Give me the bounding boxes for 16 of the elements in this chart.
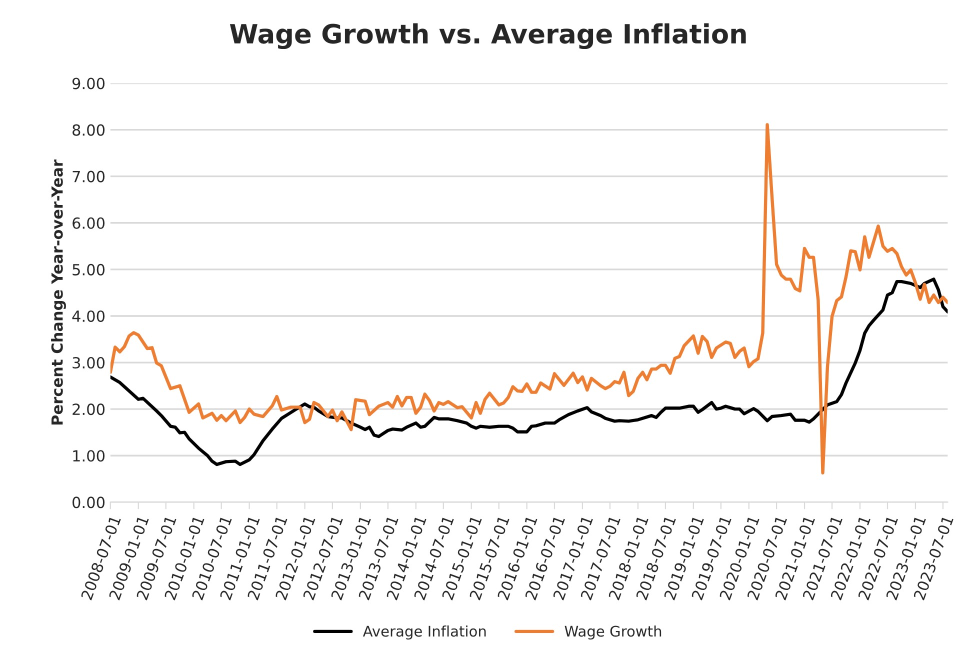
- line-series: [110, 123, 948, 474]
- y-tick-label: 7.00: [72, 170, 105, 182]
- chart-title: Wage Growth vs. Average Inflation: [230, 23, 746, 50]
- line-series: [110, 278, 948, 466]
- legend-label: Average Inflation: [362, 625, 486, 640]
- legend-label: Wage Growth: [564, 625, 662, 640]
- y-tick-label: 0.00: [72, 496, 105, 508]
- y-tick-label: 4.00: [72, 310, 105, 322]
- y-tick-label: 3.00: [72, 356, 105, 369]
- y-tick-label: 9.00: [72, 78, 105, 90]
- y-tick-label: 5.00: [72, 264, 105, 276]
- y-tick-label: 6.00: [72, 217, 105, 229]
- y-tick-label: 2.00: [72, 404, 105, 416]
- y-axis-title: Percent Change Year-over-Year: [51, 160, 66, 425]
- y-tick-label: 8.00: [72, 124, 105, 136]
- y-tick-label: 1.00: [73, 450, 105, 462]
